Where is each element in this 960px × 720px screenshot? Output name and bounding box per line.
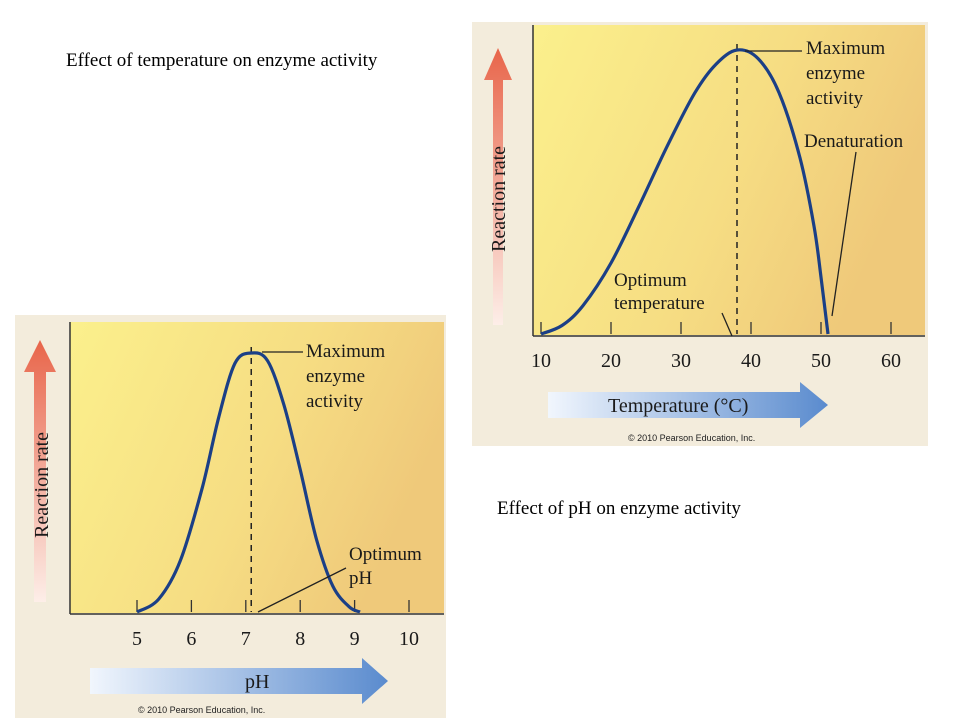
temperature-y-arrow: Reaction rate — [484, 48, 512, 325]
temperature-x-tick-label: 60 — [881, 350, 901, 372]
temperature-maximum-label-2: enzyme — [806, 63, 865, 84]
temperature-y-label: Reaction rate — [488, 146, 510, 252]
ph-chart: 5 6 7 8 9 10 Maximum enzyme activity Optimum … — [15, 315, 446, 718]
temperature-x-tick-label: 30 — [671, 350, 691, 372]
ph-x-tick-label: 8 — [295, 628, 305, 650]
temperature-x-tick-label: 40 — [741, 350, 761, 372]
temperature-curve — [540, 48, 830, 336]
ph-x-tick-label: 10 — [399, 628, 419, 650]
ph-x-tick-label: 5 — [132, 628, 142, 650]
ph-maximum-label-1: Maximum — [306, 341, 385, 362]
temperature-chart: 10 20 30 40 50 60 Maximum enzyme activity Den… — [472, 22, 928, 446]
temperature-x-tick-label: 50 — [811, 350, 831, 372]
temperature-optimum-leader — [721, 312, 733, 337]
temperature-maximum-label-3: activity — [806, 88, 863, 109]
ph-optimum-leader — [257, 567, 347, 613]
ph-maximum-label-3: activity — [306, 391, 363, 412]
temperature-denaturation-label: Denaturation — [804, 131, 904, 152]
ph-x-tick-label: 9 — [350, 628, 360, 650]
ph-x-tick-label: 6 — [186, 628, 196, 650]
ph-y-arrow: Reaction rate — [24, 340, 56, 602]
temperature-optimum-label-2: temperature — [614, 293, 705, 314]
ph-y-label: Reaction rate — [31, 432, 53, 538]
ph-x-label: pH — [245, 671, 269, 693]
temperature-x-ticks: 10 20 30 40 50 60 — [531, 322, 901, 372]
temperature-optimum-label-1: Optimum — [614, 270, 687, 291]
ph-maximum-label-2: enzyme — [306, 366, 365, 387]
ph-x-ticks: 5 6 7 8 9 10 — [132, 600, 419, 650]
temperature-maximum-label-1: Maximum — [806, 38, 885, 59]
ph-optimum-label-2: pH — [349, 568, 373, 589]
temperature-x-arrow: Temperature (°C) — [548, 382, 828, 428]
ph-optimum-label-1: Optimum — [349, 544, 422, 565]
ph-plot-area — [70, 322, 444, 613]
ph-copyright: © 2010 Pearson Education, Inc. — [138, 705, 265, 715]
temperature-x-tick-label: 20 — [601, 350, 621, 372]
temperature-plot-area — [533, 25, 925, 335]
ph-x-arrow: pH — [90, 658, 388, 704]
caption-temperature: Effect of temperature on enzyme activity — [66, 50, 378, 71]
caption-ph: Effect of pH on enzyme activity — [497, 498, 741, 519]
temperature-x-label: Temperature (°C) — [608, 395, 748, 417]
temperature-copyright: © 2010 Pearson Education, Inc. — [628, 433, 755, 443]
ph-curve — [136, 351, 361, 614]
ph-x-tick-label: 7 — [241, 628, 251, 650]
temperature-denaturation-leader — [831, 151, 857, 317]
temperature-x-tick-label: 10 — [531, 350, 551, 372]
